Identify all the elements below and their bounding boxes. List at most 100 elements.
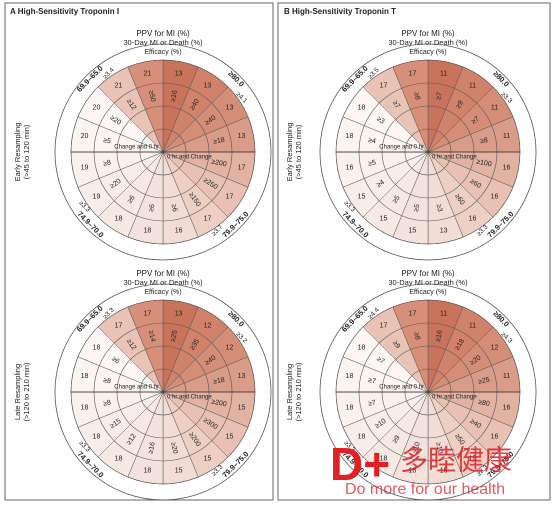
sector-value: 12 [204, 322, 212, 329]
threshold: ≥5 [413, 203, 421, 212]
threshold: ≥8 [412, 92, 420, 101]
threshold: ≥8 [103, 159, 112, 167]
right-label: 0 hr and Change [432, 155, 477, 161]
sector-value: 11 [469, 322, 476, 329]
sector-value: 16 [346, 164, 354, 171]
threshold: ≥6 [127, 194, 137, 204]
sector-value: 11 [440, 310, 447, 317]
threshold: ≥6 [148, 203, 156, 212]
threshold: ≥16 [170, 90, 179, 103]
panel-title: A High-Sensitivity Troponin I [10, 7, 119, 16]
outer-ring [54, 283, 272, 501]
sector-value: 18 [358, 104, 366, 111]
ring-title: PPV for MI (%) [401, 269, 455, 278]
sector-value: 17 [380, 322, 388, 329]
slogan: Do more for our health [345, 481, 505, 498]
ring-title: PPV for MI (%) [136, 29, 190, 38]
threshold: ≥200 [211, 159, 228, 169]
threshold: ≥7 [470, 115, 480, 125]
right-label: 0 hr and Change [167, 395, 212, 401]
sector-value: 11 [440, 70, 447, 77]
threshold: ≥7 [391, 100, 401, 110]
panel-frame [277, 2, 551, 501]
ring-title: Efficacy (%) [409, 49, 446, 56]
sector-value: 15 [238, 404, 246, 411]
sector-value: 16 [175, 227, 183, 234]
sector-value: 15 [226, 433, 234, 440]
sector-value: 16 [503, 404, 511, 411]
sector-value: 17 [204, 215, 212, 222]
threshold: ≥5 [368, 159, 377, 167]
logo: D+ [330, 438, 390, 490]
row-label: Late Resampling [285, 364, 294, 420]
threshold: ≥7 [368, 377, 377, 385]
right-label: 0 hr and Change [167, 155, 212, 161]
threshold: ≥8 [480, 137, 489, 145]
sector-value: 17 [143, 310, 151, 317]
ring-title: 30-Day MI or Death (%) [123, 278, 203, 287]
sector-value: 13 [238, 373, 246, 380]
sector-value: 16 [491, 193, 499, 200]
left-label: Change and 0 hr [379, 385, 424, 391]
threshold: ≥9 [391, 340, 401, 350]
sector-value: 17 [226, 193, 234, 200]
threshold: ≥7 [375, 356, 385, 366]
sector-value: 20 [93, 104, 101, 111]
sector-value: 18 [346, 404, 354, 411]
threshold: ≥20 [169, 442, 178, 455]
sector-value: 18 [143, 227, 151, 234]
threshold: ≥200 [211, 399, 228, 409]
sector-value: 18 [408, 467, 416, 474]
sector-value: 15 [440, 467, 448, 474]
sector-value: 18 [143, 467, 151, 474]
threshold: ≥16 [148, 442, 157, 455]
sector-value: 18 [358, 344, 366, 351]
sector-value: 18 [81, 373, 89, 380]
panel-title: B High-Sensitivity Troponin T [284, 7, 396, 16]
sector-value: 21 [115, 82, 123, 89]
threshold: ≥9 [455, 100, 465, 110]
row-label: (>120 to 210 min) [22, 362, 31, 421]
sector-value: 11 [469, 82, 476, 89]
ring-title: Efficacy (%) [409, 289, 446, 296]
threshold: ≥9 [392, 434, 402, 444]
sector-value: 19 [93, 193, 101, 200]
threshold: ≥4 [368, 137, 377, 145]
sector-value: 17 [115, 322, 123, 329]
sector-value: 19 [81, 164, 89, 171]
left-label: Change and 0 hr [114, 385, 159, 391]
sector-value: 13 [238, 133, 246, 140]
sector-value: 13 [175, 310, 183, 317]
threshold: ≥14 [147, 330, 156, 343]
threshold: ≥5 [103, 137, 112, 145]
sector-value: 11 [503, 373, 510, 380]
threshold: ≥100 [476, 159, 493, 169]
sector-value: 16 [469, 215, 477, 222]
sector-value: 12 [491, 344, 499, 351]
threshold: ≥6 [170, 204, 178, 213]
sector-value: 17 [408, 70, 416, 77]
row-label: Early Resampling [285, 123, 294, 182]
ring-title: 30-Day MI or Death (%) [388, 278, 468, 287]
ring-title: Efficacy (%) [144, 49, 181, 56]
outer-ring [319, 43, 537, 261]
threshold: ≥6 [110, 356, 120, 366]
sector-value: 15 [358, 193, 366, 200]
quadrant-ppv: ≥80.0 [491, 309, 511, 329]
row-label: (>45 to 120 min) [22, 124, 31, 179]
sector-value: 18 [380, 455, 388, 462]
sector-value: 16 [491, 433, 499, 440]
sector-value: 20 [81, 133, 89, 140]
sector-value: 15 [204, 455, 212, 462]
threshold: ≥4 [376, 179, 386, 189]
threshold: ≥25 [478, 377, 491, 386]
threshold: ≥10 [413, 442, 422, 455]
sector-value: 13 [204, 82, 212, 89]
ring-title: Efficacy (%) [144, 289, 181, 296]
sector-value: 11 [503, 133, 510, 140]
threshold: ≥8 [103, 377, 112, 385]
row-label: Late Resampling [13, 364, 22, 420]
sector-value: 18 [93, 344, 101, 351]
sector-value: 18 [115, 215, 123, 222]
